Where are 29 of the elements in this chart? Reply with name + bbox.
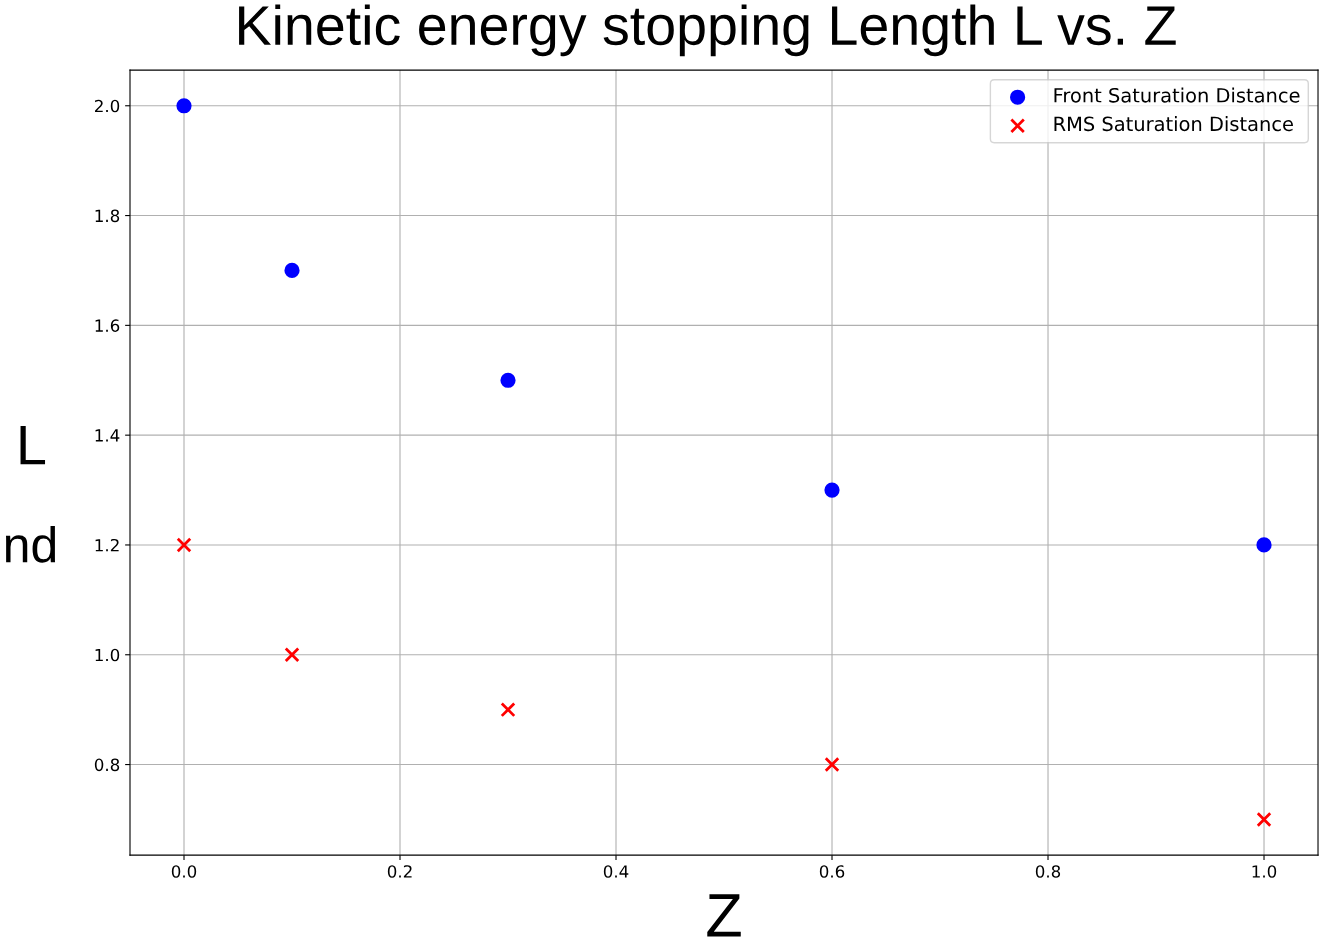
- point: [284, 647, 300, 663]
- point: [176, 537, 192, 553]
- y-tick-label: 0.8: [94, 758, 120, 772]
- x-tick-label: 0.4: [603, 865, 629, 878]
- x-axis-title: Z: [707, 894, 741, 937]
- point: [1256, 811, 1272, 828]
- legend-label: RMS Saturation Distance: [1054, 116, 1293, 132]
- point: [176, 98, 192, 114]
- y-tick-label: 1.8: [95, 209, 120, 223]
- x-tick-label: 0.0: [171, 865, 197, 878]
- x-tick-label: 0.6: [819, 865, 845, 878]
- point: [1256, 537, 1272, 553]
- x-tick-label: 1.0: [1252, 865, 1277, 878]
- point: [824, 756, 840, 773]
- x-tick-label: 0.2: [387, 865, 412, 878]
- y-tick-label: 1.0: [95, 648, 120, 662]
- x-tick-label: 0.8: [1035, 865, 1061, 878]
- text: L: [20, 425, 46, 465]
- point: [500, 372, 516, 388]
- text: nd: [5, 525, 56, 563]
- y-tick-label: 1.2: [95, 538, 119, 552]
- y-tick-label: 1.6: [95, 319, 120, 332]
- y-tick-label: 2.0: [95, 99, 120, 113]
- point: [824, 482, 840, 498]
- y-tick-label: 1.4: [95, 429, 120, 442]
- chart-title: Kinetic energy stopping Length L vs. Z: [239, 4, 1176, 57]
- point: [500, 702, 516, 718]
- point: [284, 262, 300, 279]
- legend-label: Front Saturation Distance: [1054, 87, 1300, 103]
